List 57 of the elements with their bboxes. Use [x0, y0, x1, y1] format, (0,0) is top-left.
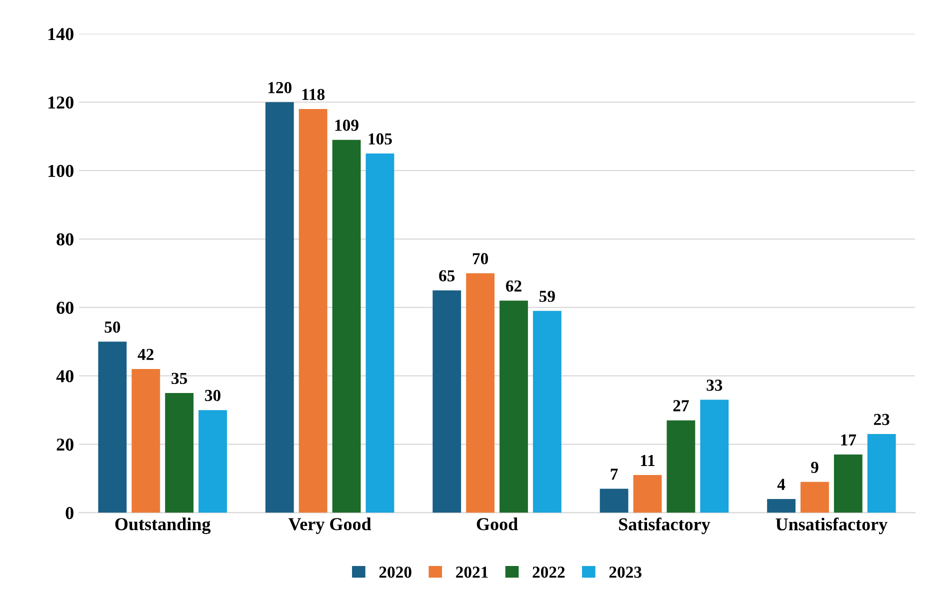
data-label: 118 [302, 88, 325, 100]
data-label: 105 [368, 133, 392, 145]
bar [867, 434, 896, 513]
y-tick-label: 120 [48, 96, 74, 109]
data-label: 7 [610, 468, 618, 480]
bar [198, 410, 227, 513]
x-tick-label: Outstanding [115, 518, 211, 534]
data-label: 50 [104, 321, 120, 333]
bar [332, 140, 361, 513]
bar [800, 482, 829, 513]
data-label: 109 [335, 120, 358, 131]
data-label: 11 [640, 454, 655, 466]
bar [700, 400, 729, 513]
data-label: 120 [268, 82, 292, 94]
data-label: 65 [439, 270, 455, 282]
y-tick-label: 0 [66, 506, 74, 520]
bar [98, 342, 127, 513]
bar [532, 310, 562, 513]
bar [366, 154, 394, 513]
y-tick-label: 40 [56, 370, 74, 382]
x-tick-label: Satisfactory [619, 518, 710, 534]
data-label: 30 [205, 390, 220, 402]
bar [633, 475, 662, 513]
data-label: 35 [172, 372, 188, 384]
legend-label: 2022 [532, 566, 565, 578]
y-tick-label: 60 [56, 302, 74, 314]
bar [432, 290, 462, 513]
legend-label: 2021 [456, 566, 488, 578]
legend-label: 2020 [379, 566, 412, 578]
bar [600, 488, 628, 513]
data-label: 23 [874, 414, 890, 426]
data-label: 17 [841, 434, 856, 446]
data-label: 27 [673, 400, 689, 412]
data-label: 42 [138, 348, 154, 360]
x-tick-label: Unsatisfactory [776, 518, 888, 534]
y-tick-label: 20 [56, 438, 74, 451]
data-label: 4 [777, 478, 786, 490]
y-tick-label: 80 [56, 233, 74, 246]
bar [132, 369, 160, 513]
y-tick-label: 140 [48, 28, 74, 40]
bar [666, 420, 696, 513]
y-tick-label: 100 [48, 164, 74, 178]
data-label: 9 [811, 462, 818, 473]
data-label: 33 [706, 380, 722, 391]
x-tick-label: Very Good [288, 518, 372, 534]
legend-label: 2023 [609, 566, 642, 578]
bar [265, 102, 294, 513]
bar [165, 392, 194, 513]
bar [834, 454, 862, 513]
bar [466, 273, 495, 513]
bar [500, 300, 528, 513]
data-label: 70 [472, 253, 488, 264]
x-tick-label: Good [476, 518, 518, 530]
bar [298, 109, 328, 513]
data-label: 62 [506, 280, 522, 292]
data-label: 59 [540, 290, 555, 302]
bar [767, 499, 796, 513]
